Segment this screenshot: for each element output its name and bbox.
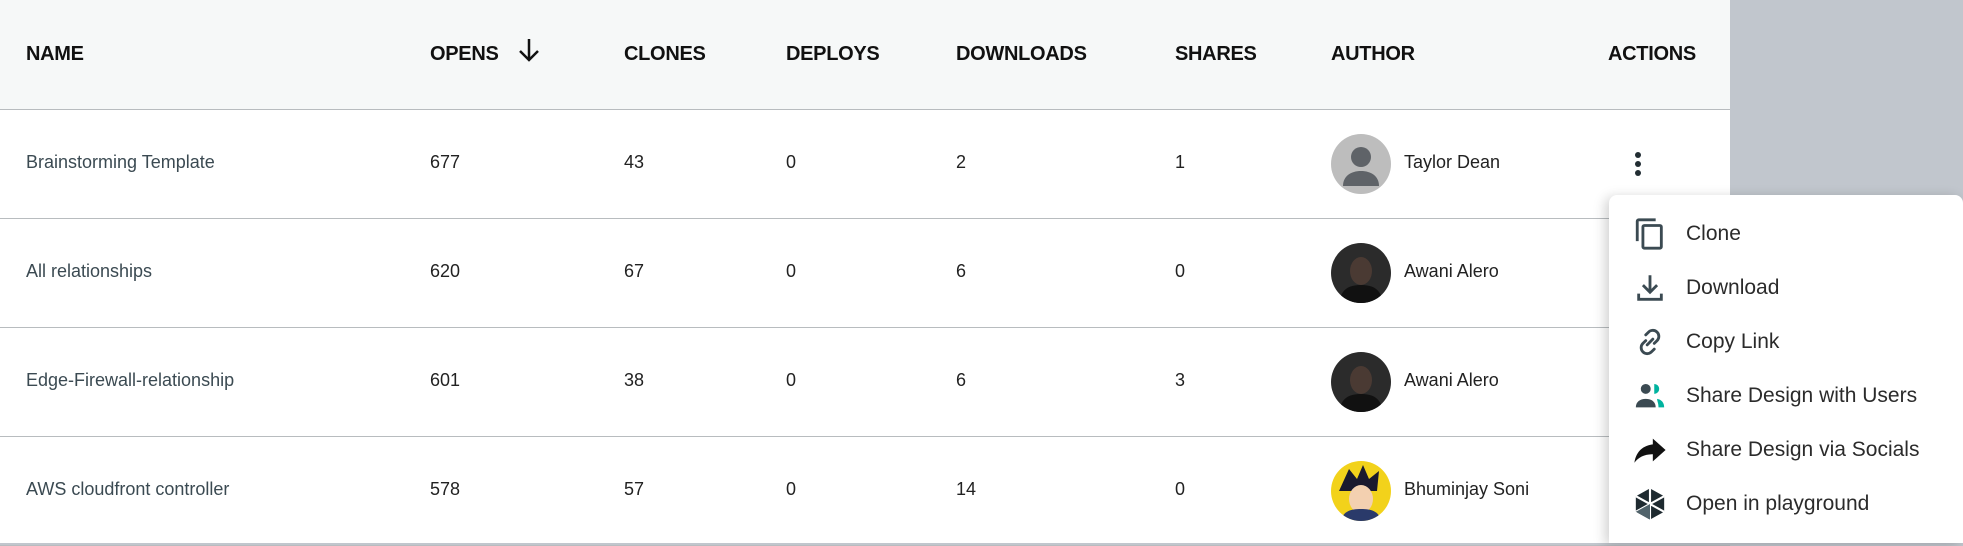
col-opens[interactable]: OPENS <box>430 43 499 65</box>
author-name: Awani Alero <box>1404 370 1499 390</box>
author-name: Bhuminjay Soni <box>1404 479 1530 499</box>
cell-clones: 67 <box>624 261 645 281</box>
avatar <box>1331 134 1391 194</box>
table-row[interactable]: All relationships 620 67 0 6 0 Awani Alero <box>0 219 1730 328</box>
avatar <box>1331 352 1391 412</box>
cell-name[interactable]: AWS cloudfront controller <box>26 479 230 499</box>
author-name: Taylor Dean <box>1404 152 1501 172</box>
more-actions-button[interactable] <box>1628 150 1648 180</box>
link-icon <box>1639 328 1661 356</box>
users-icon <box>1635 383 1665 408</box>
cell-opens: 601 <box>430 370 461 390</box>
cell-deploys: 0 <box>786 479 797 499</box>
col-actions: ACTIONS <box>1608 43 1696 65</box>
author-name: Awani Alero <box>1404 261 1499 281</box>
cell-opens: 620 <box>430 261 461 281</box>
cell-downloads: 6 <box>956 370 967 390</box>
cell-opens: 677 <box>430 152 461 172</box>
col-deploys[interactable]: DEPLOYS <box>786 43 880 65</box>
table-header: NAME OPENS CLONES DEPLOYS DOWNLOADS SHAR… <box>0 0 1730 110</box>
cell-downloads: 14 <box>956 479 977 499</box>
avatar <box>1331 461 1391 521</box>
cell-deploys: 0 <box>786 370 797 390</box>
avatar <box>1331 243 1391 303</box>
cell-shares: 1 <box>1175 152 1186 172</box>
cell-clones: 57 <box>624 479 645 499</box>
menu-item-playground[interactable]: Open in playground <box>1609 477 1963 531</box>
table-row[interactable]: AWS cloudfront controller 578 57 0 14 0 Bhumin… <box>0 437 1730 546</box>
menu-item-clone[interactable]: Clone <box>1609 207 1963 261</box>
menu-item-download[interactable]: Download <box>1609 261 1963 315</box>
arrow-down-icon[interactable] <box>516 36 542 64</box>
cell-downloads: 6 <box>956 261 967 281</box>
menu-item-copy-link[interactable]: Copy Link <box>1609 315 1963 369</box>
cell-name[interactable]: Edge-Firewall-relationship <box>26 370 235 390</box>
cell-deploys: 0 <box>786 261 797 281</box>
cell-shares: 0 <box>1175 261 1186 281</box>
designs-table: NAME OPENS CLONES DEPLOYS DOWNLOADS SHAR… <box>0 0 1730 546</box>
col-downloads[interactable]: DOWNLOADS <box>956 43 1087 65</box>
table-row[interactable]: Edge-Firewall-relationship 601 38 0 6 3 Awani … <box>0 328 1730 437</box>
playground-icon <box>1635 488 1665 520</box>
cell-shares: 3 <box>1175 370 1186 390</box>
kebab-icon <box>1635 152 1641 176</box>
col-clones[interactable]: CLONES <box>624 43 706 65</box>
cell-downloads: 2 <box>956 152 967 172</box>
copy-icon <box>1635 218 1663 250</box>
cell-shares: 0 <box>1175 479 1186 499</box>
col-author[interactable]: AUTHOR <box>1331 43 1415 65</box>
cell-name[interactable]: Brainstorming Template <box>26 152 215 172</box>
menu-item-share-users[interactable]: Share Design with Users <box>1609 369 1963 423</box>
table-row[interactable]: Brainstorming Template 677 43 0 2 1 Taylor Dea… <box>0 110 1730 219</box>
cell-deploys: 0 <box>786 152 797 172</box>
share-arrow-icon <box>1634 438 1666 463</box>
actions-menu: Clone Download Copy Link Share Design wi… <box>1609 195 1963 543</box>
col-shares[interactable]: SHARES <box>1175 43 1257 65</box>
cell-name[interactable]: All relationships <box>26 261 153 281</box>
menu-item-share-socials[interactable]: Share Design via Socials <box>1609 423 1963 477</box>
cell-clones: 38 <box>624 370 645 390</box>
cell-opens: 578 <box>430 479 461 499</box>
download-icon <box>1637 275 1663 301</box>
cell-clones: 43 <box>624 152 645 172</box>
col-name[interactable]: NAME <box>26 43 84 65</box>
